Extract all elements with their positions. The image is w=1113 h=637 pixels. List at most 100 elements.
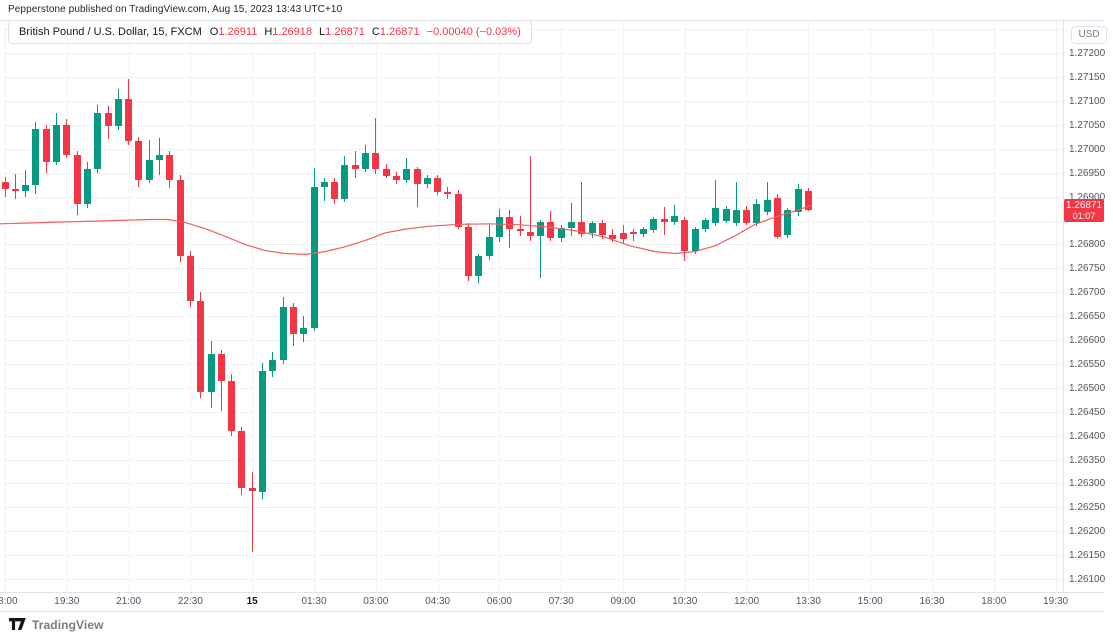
- candle: [454, 194, 462, 227]
- candle: [547, 222, 555, 239]
- price-gridline: [0, 435, 1063, 437]
- currency-unit-button[interactable]: USD: [1071, 26, 1107, 44]
- candle: [568, 221, 575, 229]
- symbol-title: British Pound / U.S. Dollar, 15, FXCM: [19, 26, 202, 38]
- candle: [372, 152, 380, 170]
- time-axis-label: 01:30: [301, 596, 327, 607]
- candle: [22, 185, 30, 191]
- candle: [588, 222, 596, 234]
- price-axis-label: 1.26800: [1069, 239, 1106, 251]
- tradingview-logo-icon[interactable]: [9, 618, 26, 631]
- candle-wick: [323, 177, 325, 202]
- candle: [310, 187, 318, 328]
- price-gridline: [0, 507, 1063, 509]
- time-axis-label: 10:30: [672, 596, 698, 607]
- time-gridline: [870, 21, 872, 592]
- price-axis[interactable]: USD 1.26871 01:07 1.27200 1.27150 1.27100 1…: [1064, 21, 1113, 592]
- price-gridline: [0, 531, 1063, 533]
- time-gridline: [623, 21, 624, 592]
- candle: [207, 354, 215, 393]
- candle: [650, 218, 658, 231]
- price-gridline: [0, 172, 1063, 174]
- price-axis-label: 1.27100: [1069, 96, 1106, 107]
- candle: [629, 232, 637, 235]
- candle: [537, 222, 545, 236]
- candle: [32, 129, 40, 186]
- candle: [351, 164, 359, 169]
- candle: [485, 236, 493, 257]
- candle: [681, 219, 689, 251]
- ma-line: [0, 204, 813, 256]
- candle: [732, 210, 740, 224]
- candle: [320, 182, 328, 188]
- brand-name[interactable]: TradingView: [32, 617, 104, 632]
- candle: [114, 98, 122, 127]
- low-value: L1.26871: [319, 26, 365, 38]
- candle: [279, 306, 287, 360]
- candle: [774, 197, 781, 237]
- price-axis-label: 1.26550: [1069, 358, 1106, 370]
- time-gridline: [684, 21, 686, 592]
- price-gridline: [0, 101, 1063, 102]
- price-axis-label: 1.26150: [1069, 550, 1106, 562]
- time-axis-label: 19:30: [1043, 596, 1069, 607]
- candle: [238, 430, 246, 489]
- price-axis-label: 1.26600: [1069, 335, 1106, 346]
- candle: [186, 256, 194, 301]
- candle: [712, 208, 720, 224]
- price-axis-label: 1.26900: [1069, 191, 1106, 203]
- candle-wick: [540, 219, 542, 278]
- time-gridline: [561, 21, 563, 592]
- price-axis-label: 1.26400: [1069, 430, 1106, 442]
- candle: [156, 154, 163, 160]
- candle: [794, 189, 802, 212]
- chart-plot-area[interactable]: [0, 21, 1063, 592]
- candle-wick: [354, 150, 356, 179]
- price-gridline: [0, 411, 1063, 413]
- ohlc-values: O1.26911 H1.26918 L1.26871 C1.26871 −0.0…: [210, 26, 521, 38]
- candle-wick: [519, 215, 521, 236]
- time-axis-label: 18:00: [0, 596, 18, 607]
- candle: [94, 112, 102, 169]
- time-axis-label: 03:00: [363, 596, 389, 607]
- candle: [609, 234, 617, 240]
- time-axis-label: 12:00: [734, 596, 760, 607]
- candle: [228, 380, 236, 431]
- symbol-legend[interactable]: British Pound / U.S. Dollar, 15, FXCM O1…: [8, 20, 532, 44]
- last-price-tag: 1.26871 01:07: [1064, 199, 1104, 222]
- price-axis-label: 1.26450: [1069, 406, 1106, 418]
- price-gridline: [0, 387, 1063, 389]
- price-axis-label: 1.26750: [1069, 263, 1106, 275]
- candle: [495, 216, 503, 237]
- close-value: C1.26871: [371, 26, 420, 38]
- candle: [434, 177, 442, 192]
- time-axis-label: 06:00: [486, 596, 512, 607]
- candle: [53, 125, 60, 163]
- candle-wick: [715, 180, 717, 227]
- candle-wick: [509, 210, 511, 249]
- candle-wick: [674, 205, 675, 226]
- candle: [444, 191, 452, 195]
- candle: [743, 210, 751, 224]
- time-gridline: [808, 21, 810, 592]
- price-gridline: [0, 555, 1063, 557]
- candle-wick: [14, 173, 16, 199]
- candle: [578, 221, 586, 234]
- candle-wick: [416, 167, 418, 208]
- candle: [289, 306, 297, 335]
- price-gridline: [0, 148, 1063, 150]
- candle: [362, 152, 369, 169]
- price-gridline: [0, 53, 1063, 55]
- candle: [475, 256, 483, 277]
- price-gridline: [0, 292, 1063, 294]
- last-price-value: 1.26871: [1065, 200, 1103, 211]
- candle: [300, 328, 308, 335]
- candle: [701, 219, 709, 230]
- time-axis[interactable]: 18:00 19:30 21:00 22:30 15 01:30 03:00 04:30 06:…: [0, 593, 1104, 611]
- time-axis-label: 22:30: [177, 596, 203, 607]
- candle: [557, 228, 565, 239]
- bar-countdown: 01:07: [1072, 211, 1096, 221]
- candle: [784, 210, 792, 235]
- time-axis-label: 19:30: [54, 596, 80, 607]
- price-axis-label: 1.26250: [1069, 502, 1106, 514]
